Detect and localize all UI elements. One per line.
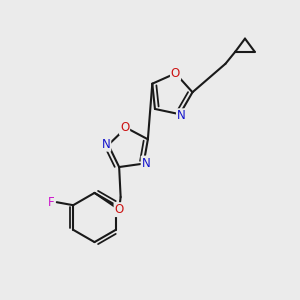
Text: O: O <box>171 67 180 80</box>
Text: N: N <box>177 109 186 122</box>
Text: N: N <box>142 157 150 169</box>
Text: O: O <box>120 121 129 134</box>
Text: O: O <box>115 203 124 216</box>
Text: F: F <box>48 196 55 209</box>
Text: N: N <box>101 138 110 151</box>
